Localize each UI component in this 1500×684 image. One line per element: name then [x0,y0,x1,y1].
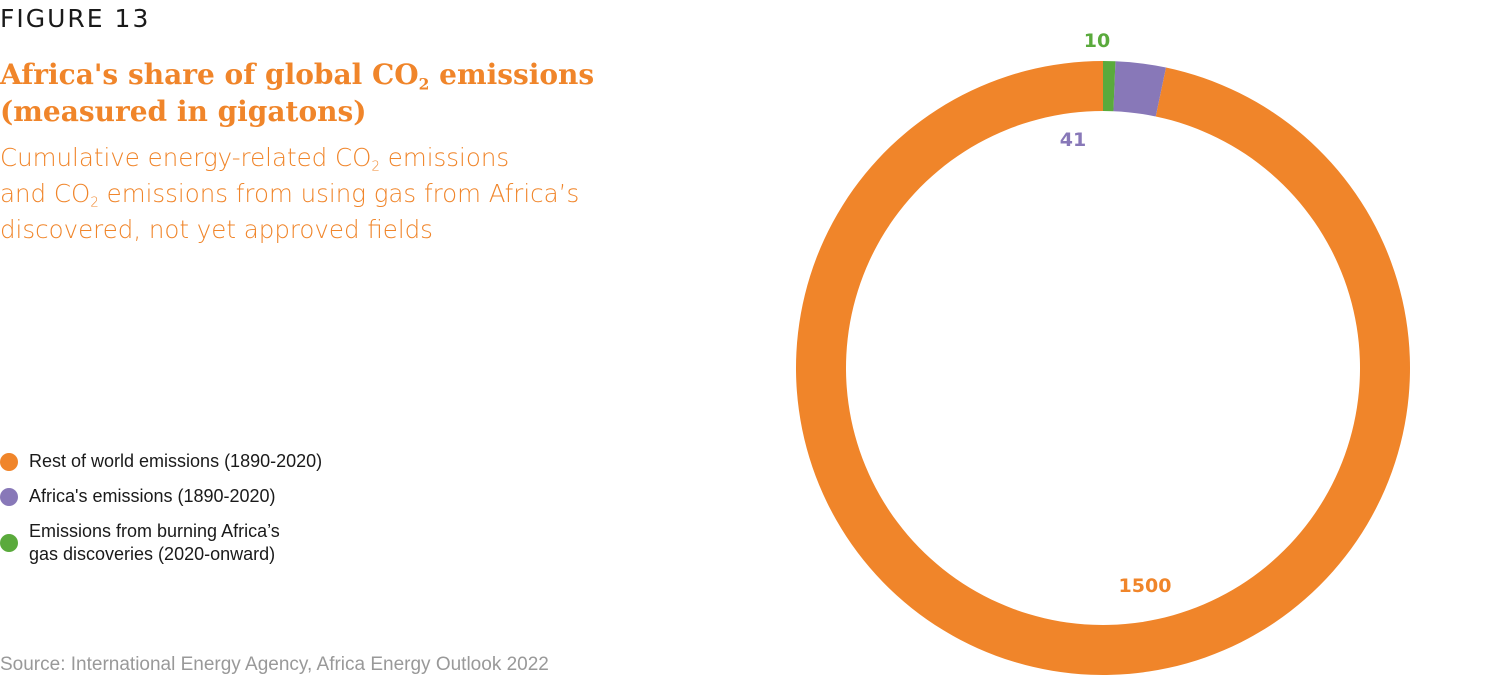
slice-africa [1113,61,1166,117]
subtitle-line: Cumulative energy-related CO2 emissions [0,140,650,176]
subtitle-line: and CO2 emissions from using gas from Af… [0,176,650,212]
data-label-rest-of-world: 1500 [1119,575,1172,597]
slice-rest-of-world [795,61,1410,676]
chart-title: Africa's share of global CO2 emissions (… [0,56,700,130]
subtitle-subscript: 2 [371,158,380,175]
legend-label: Emissions from burning Africa’s [29,521,280,541]
data-label-africa: 41 [1060,129,1086,151]
data-label-gas-discoveries: 10 [1084,30,1110,52]
title-text: Africa's share of global CO [0,58,419,91]
subtitle-subscript: 2 [90,194,99,211]
legend-item-rest-of-world: Rest of world emissions (1890-2020) [0,450,400,473]
legend-swatch [0,488,18,506]
chart-subtitle: Cumulative energy-related CO2 emissions … [0,140,650,248]
legend-label: Rest of world emissions (1890-2020) [29,451,323,471]
title-subscript: 2 [418,75,430,94]
subtitle-text: and CO [0,179,91,208]
figure-label: FIGURE 13 [0,4,151,33]
source-note: Source: International Energy Agency, Afr… [0,654,549,675]
subtitle-text: discovered, not yet approved fields [0,215,433,244]
title-line: (measured in gigatons) [0,93,700,130]
legend-label: gas discoveries (2020-onward) [29,544,276,564]
legend-swatch [0,534,18,552]
subtitle-text: emissions from using gas from Africa’s [98,179,580,208]
title-line: Africa's share of global CO2 emissions [0,56,700,93]
title-text: emissions [429,58,595,91]
legend-item-gas-discoveries: Emissions from burning Africa’s gas disc… [0,520,400,566]
chart-legend: Rest of world emissions (1890-2020) Afri… [0,450,400,578]
legend-swatch [0,453,18,471]
title-text: (measured in gigatons) [0,95,367,128]
legend-item-africa: Africa's emissions (1890-2020) [0,485,400,508]
subtitle-text: Cumulative energy-related CO [0,143,372,172]
legend-label: Africa's emissions (1890-2020) [29,486,276,506]
slice-gas-discoveries [1103,61,1116,112]
subtitle-text: emissions [379,143,510,172]
subtitle-line: discovered, not yet approved fields [0,212,650,248]
